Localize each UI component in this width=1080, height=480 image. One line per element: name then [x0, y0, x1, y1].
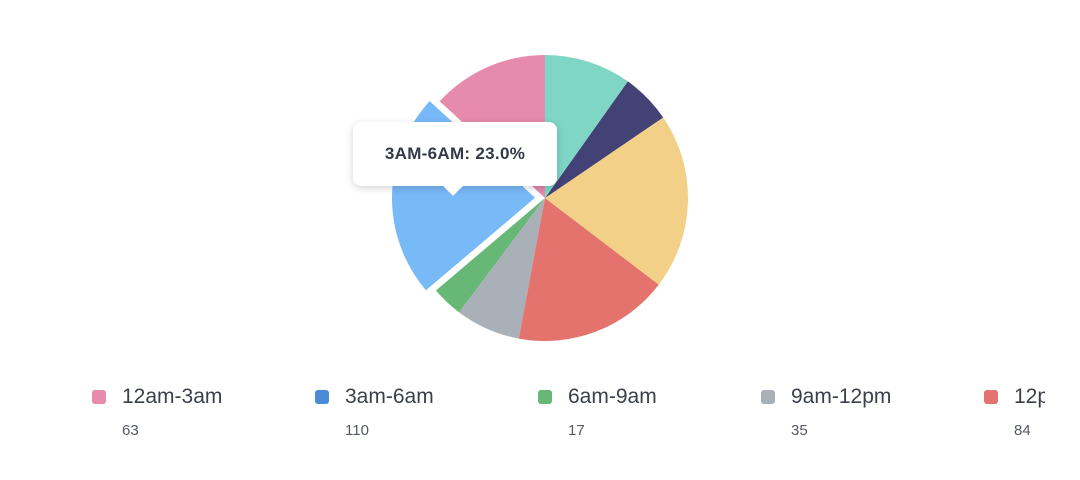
legend-swatch: [761, 390, 775, 404]
legend-label: 12am-3am: [122, 386, 223, 408]
legend-swatch: [538, 390, 552, 404]
pie-slice[interactable]: [545, 81, 664, 198]
legend-swatch: [92, 390, 106, 404]
legend-label: 12pm-3pm: [1014, 386, 1045, 408]
legend-value: 110: [345, 422, 369, 439]
pie-slice-9am-12pm[interactable]: [459, 198, 545, 339]
legend-swatch: [315, 390, 329, 404]
legend-swatch: [984, 390, 998, 404]
pie-slice[interactable]: [545, 55, 628, 198]
tooltip: 3AM-6AM: 23.0%: [353, 122, 557, 196]
pie-slice-6am-9am[interactable]: [435, 198, 545, 313]
legend-label: 6am-9am: [568, 386, 657, 408]
legend-value: 63: [122, 422, 139, 439]
pie-slice-12pm-3pm[interactable]: [518, 198, 659, 341]
legend-label: 3am-6am: [345, 386, 434, 408]
legend-value: 35: [791, 422, 808, 439]
pie-slice[interactable]: [545, 117, 688, 285]
legend-value: 84: [1014, 422, 1031, 439]
legend[interactable]: 12am-3am 63 3am-6am 110 6am-9am 17 9am-1…: [92, 386, 1045, 456]
legend-label: 9am-12pm: [791, 386, 892, 408]
legend-value: 17: [568, 422, 585, 439]
tooltip-text: 3AM-6AM: 23.0%: [384, 144, 526, 163]
